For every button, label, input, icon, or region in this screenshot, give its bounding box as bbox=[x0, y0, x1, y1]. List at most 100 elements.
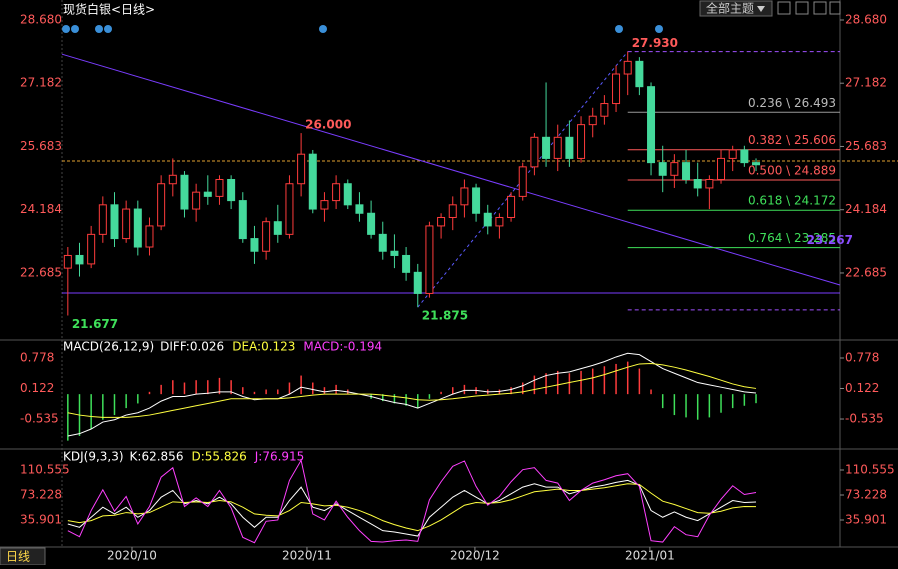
candle-body bbox=[192, 191, 201, 210]
candle-body bbox=[133, 208, 142, 248]
event-markers bbox=[62, 25, 663, 33]
candle-body bbox=[262, 221, 271, 252]
swing-line bbox=[417, 51, 629, 308]
candle-body bbox=[75, 254, 84, 265]
candle-body bbox=[705, 179, 714, 189]
candle-body bbox=[542, 136, 551, 159]
candle-body bbox=[378, 233, 387, 252]
candle-body bbox=[343, 183, 352, 206]
candle-body bbox=[530, 136, 539, 168]
candle-body bbox=[495, 216, 504, 227]
y-tick-label: 110.555 bbox=[20, 462, 70, 476]
candle-body bbox=[297, 153, 306, 185]
candle-body bbox=[670, 162, 679, 176]
event-marker[interactable] bbox=[615, 25, 623, 33]
candle-body bbox=[308, 153, 317, 210]
x-tick-label: 2020/11 bbox=[282, 549, 332, 563]
y-tick-label-right: 25.683 bbox=[845, 139, 887, 153]
price-annotation: 23.267 bbox=[807, 233, 853, 247]
candle-body bbox=[145, 225, 154, 248]
legend-entry: MACD:-0.194 bbox=[303, 340, 382, 354]
toolbar-icon[interactable] bbox=[795, 1, 809, 15]
candle-body bbox=[647, 86, 656, 164]
indicator-line bbox=[67, 483, 757, 532]
event-marker[interactable] bbox=[655, 25, 663, 33]
candle-body bbox=[460, 187, 469, 206]
toolbar-icon[interactable] bbox=[777, 1, 791, 15]
fib-label: 0.236 \ 26.493 bbox=[748, 96, 836, 110]
candle-body bbox=[402, 254, 411, 273]
candle-body bbox=[740, 149, 749, 164]
price-annotation: 27.930 bbox=[632, 36, 678, 50]
candle-body bbox=[168, 174, 177, 185]
period-label[interactable]: 日线 bbox=[6, 550, 30, 564]
y-tick-label-right: 0.778 bbox=[845, 350, 879, 364]
candle-body bbox=[693, 179, 702, 189]
toolbar-icon[interactable] bbox=[829, 1, 841, 15]
candle-body bbox=[87, 233, 96, 265]
candle-body bbox=[682, 162, 691, 181]
x-tick-label: 2020/12 bbox=[450, 549, 500, 563]
candle-body bbox=[63, 254, 72, 269]
event-marker[interactable] bbox=[319, 25, 327, 33]
toolbar-icon[interactable] bbox=[813, 1, 827, 15]
candle-body bbox=[180, 174, 189, 210]
y-tick-label: 24.184 bbox=[20, 202, 62, 216]
legend-entry: DEA:0.123 bbox=[232, 340, 295, 354]
event-marker[interactable] bbox=[71, 25, 79, 33]
theme-button[interactable] bbox=[699, 0, 773, 17]
candle-body bbox=[332, 183, 341, 202]
indicator-line bbox=[67, 458, 757, 544]
chart-title: 现货白银<日线> bbox=[63, 2, 155, 17]
event-marker[interactable] bbox=[104, 25, 112, 33]
trendline bbox=[61, 53, 841, 286]
y-tick-label-right: 27.182 bbox=[845, 76, 887, 90]
candle-body bbox=[320, 200, 329, 210]
price-annotation: 26.000 bbox=[305, 118, 351, 132]
y-tick-label: 73.228 bbox=[20, 487, 62, 501]
event-marker[interactable] bbox=[62, 25, 70, 33]
candle-body bbox=[448, 204, 457, 218]
dropdown-arrow bbox=[757, 6, 765, 12]
price-annotation: 21.677 bbox=[72, 317, 118, 331]
candle-body bbox=[413, 271, 422, 294]
y-tick-label: 28.680 bbox=[20, 13, 62, 27]
candle-body bbox=[717, 157, 726, 181]
y-tick-label: 22.685 bbox=[20, 265, 62, 279]
y-tick-label-right: 0.122 bbox=[845, 381, 879, 395]
candle-body bbox=[425, 225, 434, 294]
candle-body bbox=[565, 136, 574, 159]
y-tick-label: 35.901 bbox=[20, 513, 62, 527]
candle-body bbox=[612, 73, 621, 105]
candle-body bbox=[122, 208, 131, 240]
candle-body bbox=[157, 183, 166, 227]
y-tick-label: 25.683 bbox=[20, 139, 62, 153]
candle-body bbox=[203, 191, 212, 197]
y-tick-label-right: 22.685 bbox=[845, 265, 887, 279]
event-marker[interactable] bbox=[95, 25, 103, 33]
candle-body bbox=[250, 238, 259, 252]
candle-body bbox=[635, 60, 644, 88]
price-annotation: 21.875 bbox=[422, 309, 468, 323]
y-tick-label-right: 24.184 bbox=[845, 202, 887, 216]
candle-body bbox=[227, 179, 236, 202]
candle-body bbox=[238, 200, 247, 240]
indicator-line bbox=[67, 362, 757, 418]
y-tick-label-right: 73.228 bbox=[845, 487, 887, 501]
fib-label: 0.764 \ 23.285 bbox=[748, 231, 836, 245]
theme-button-label[interactable]: 全部主题 bbox=[706, 1, 754, 16]
candle-body bbox=[355, 204, 364, 214]
y-tick-label: 27.182 bbox=[20, 76, 62, 90]
y-tick-label: 0.778 bbox=[20, 350, 54, 364]
candle-body bbox=[437, 216, 446, 227]
legend-entry: K:62.856 bbox=[130, 450, 184, 464]
candle-body bbox=[518, 166, 527, 197]
candle-body bbox=[483, 212, 492, 227]
candle-body bbox=[507, 195, 516, 218]
candle-body bbox=[367, 212, 376, 235]
x-tick-label: 2021/01 bbox=[625, 549, 675, 563]
candle-body bbox=[658, 162, 667, 176]
indicator-title: MACD(26,12,9) bbox=[63, 340, 154, 354]
